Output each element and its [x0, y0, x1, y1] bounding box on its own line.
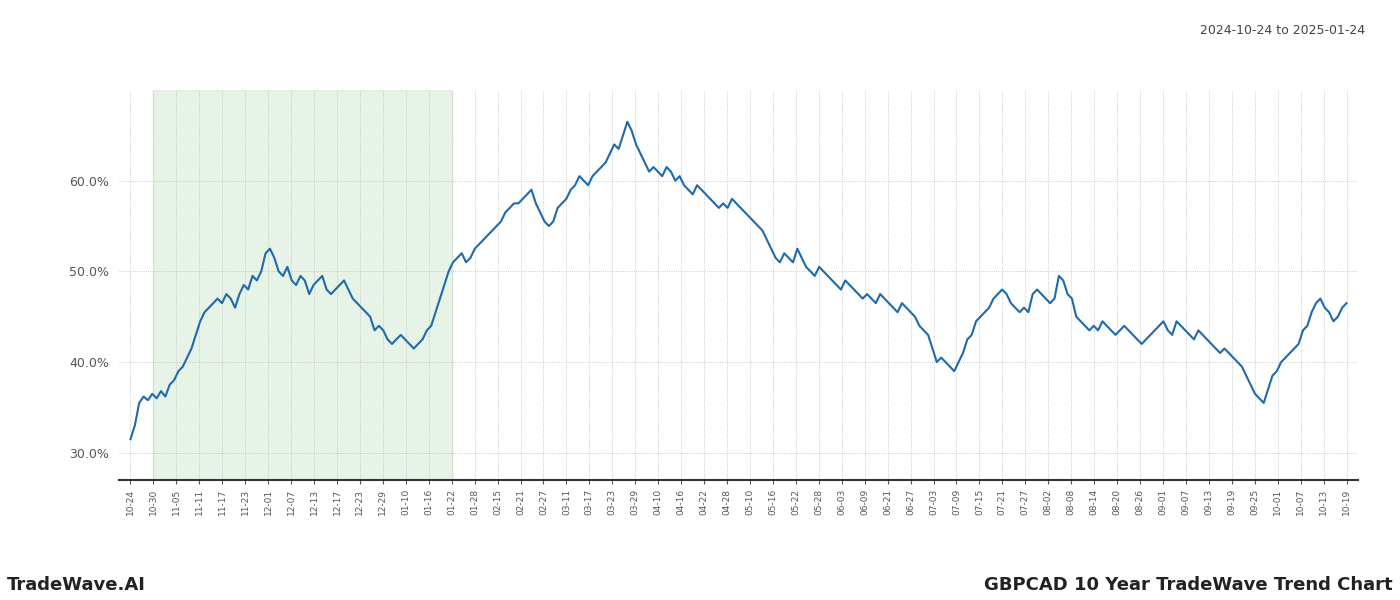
- Text: GBPCAD 10 Year TradeWave Trend Chart: GBPCAD 10 Year TradeWave Trend Chart: [984, 576, 1393, 594]
- Bar: [154, 90, 452, 480]
- Text: 2024-10-24 to 2025-01-24: 2024-10-24 to 2025-01-24: [1200, 24, 1365, 37]
- Text: TradeWave.AI: TradeWave.AI: [7, 576, 146, 594]
